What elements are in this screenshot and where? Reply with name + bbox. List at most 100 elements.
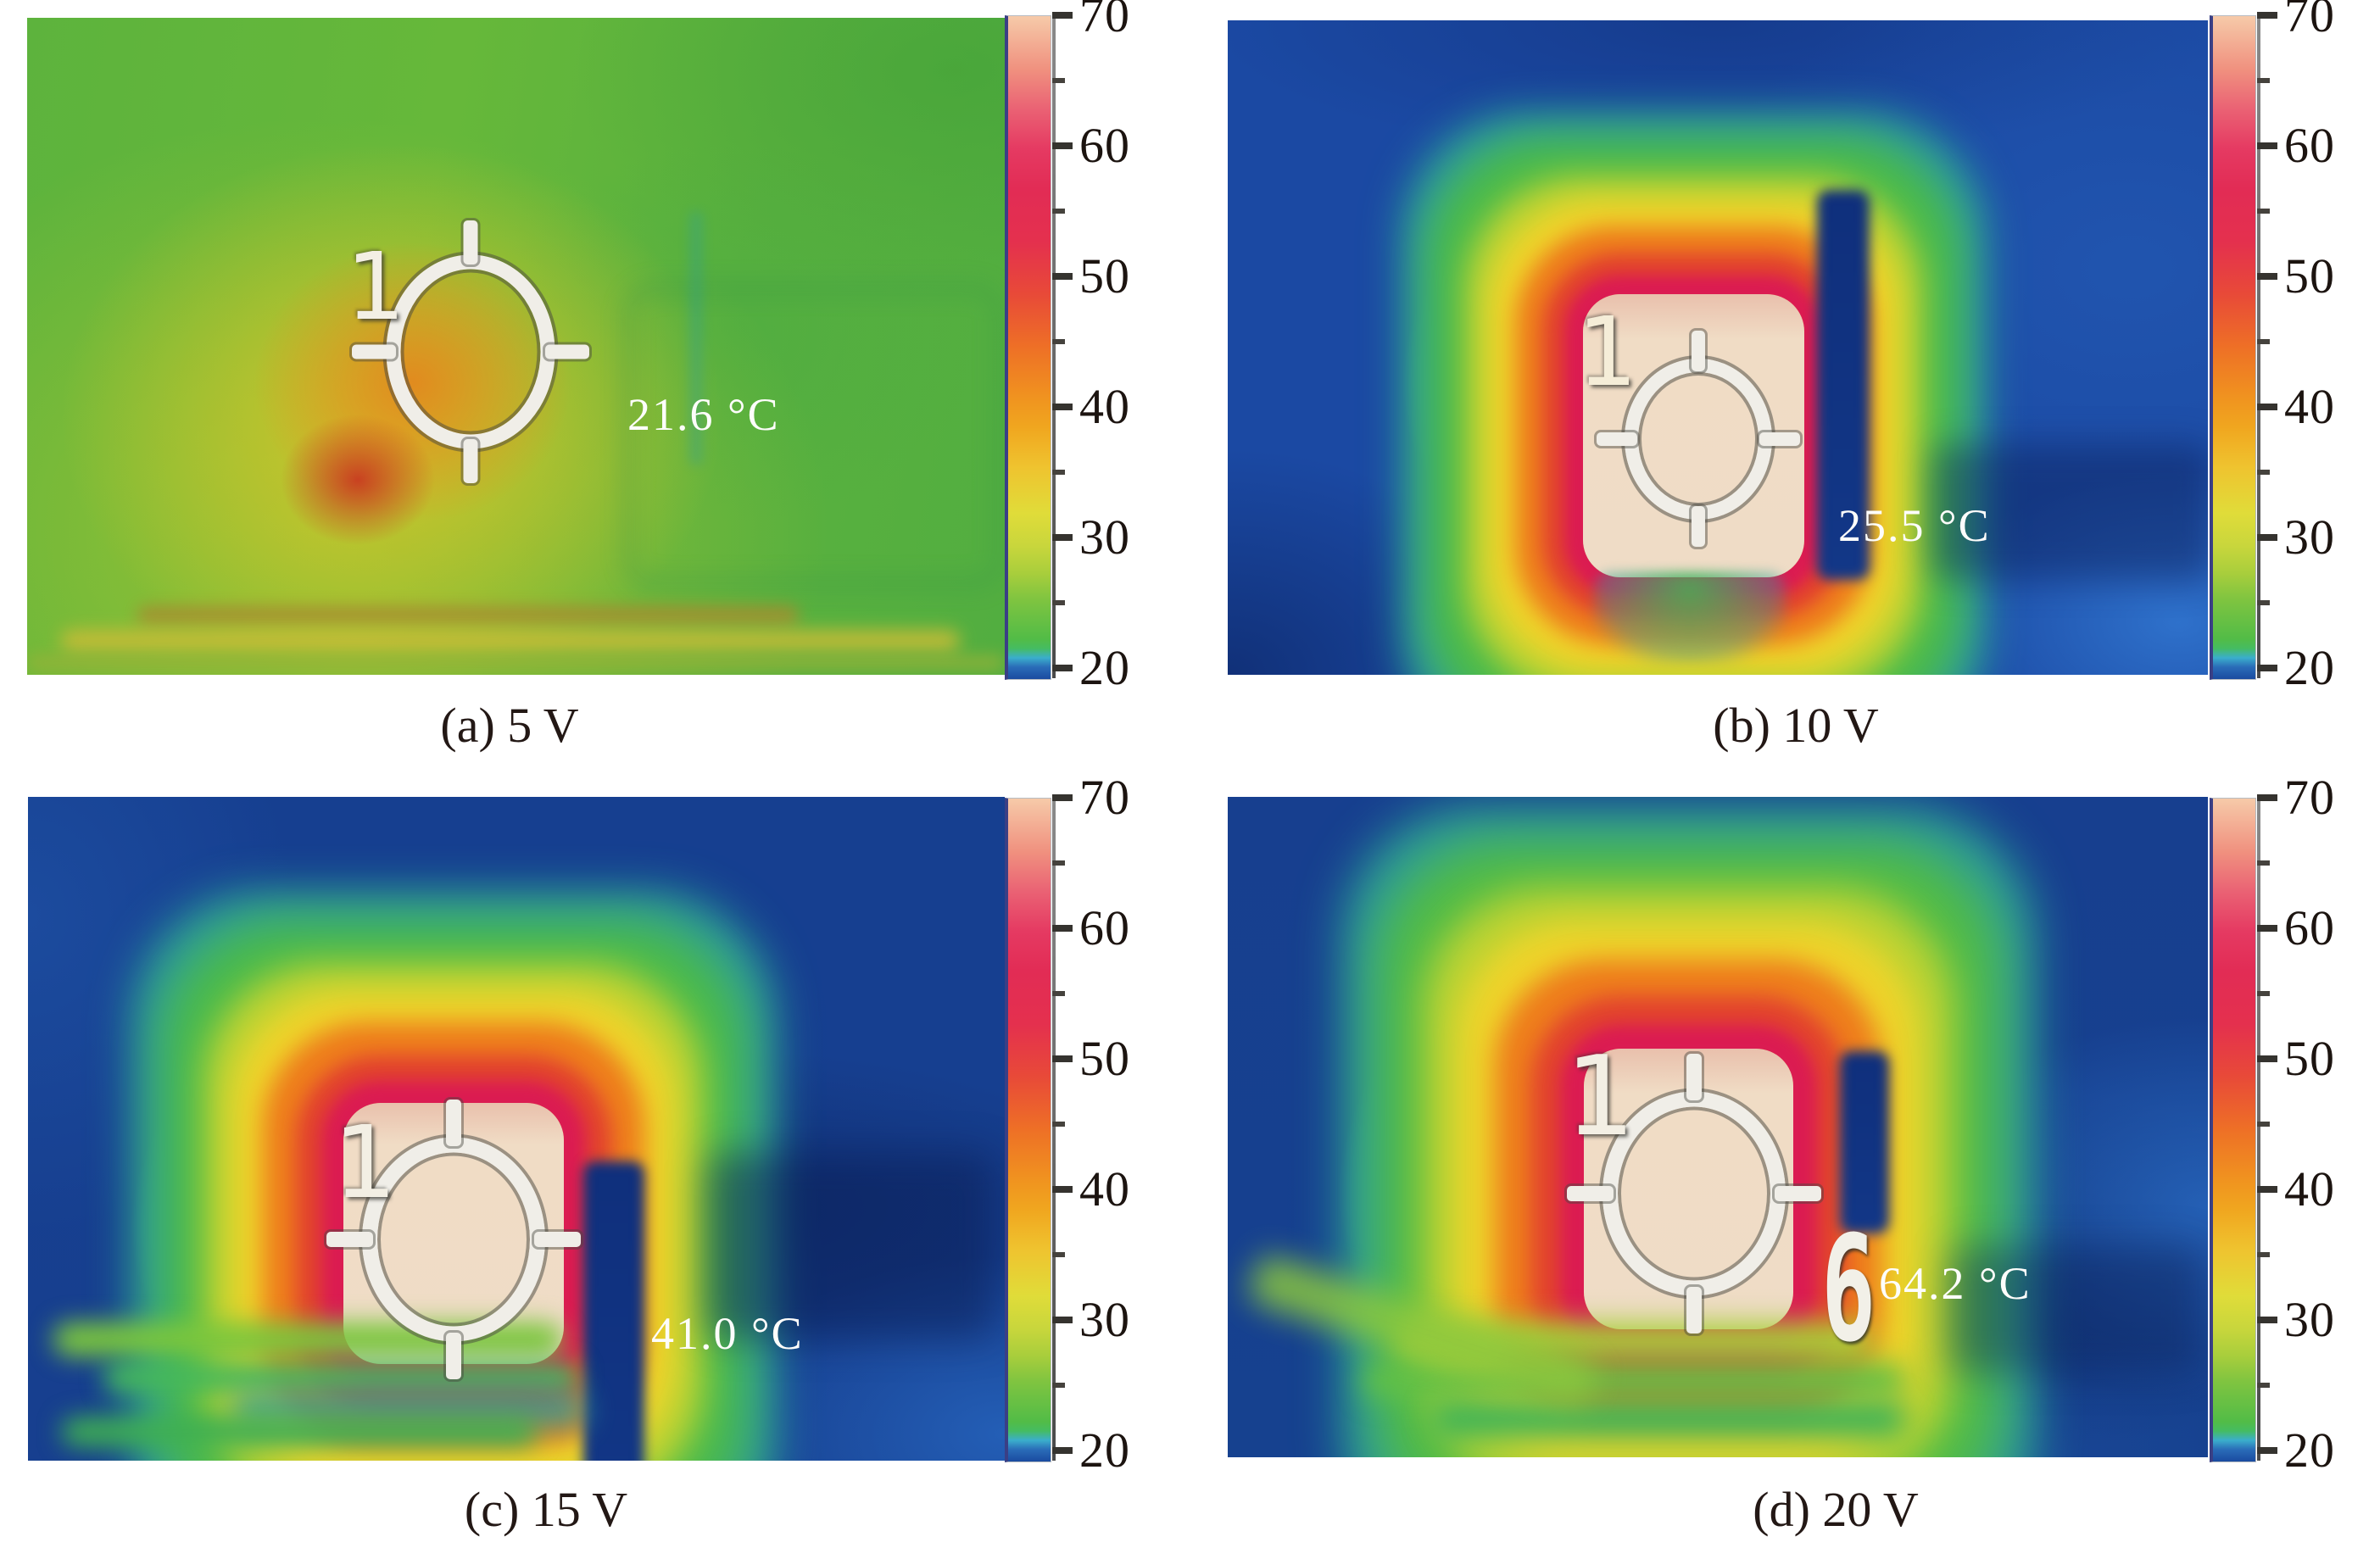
thermal-image-a: 1 21.6 °C <box>27 18 1005 675</box>
warm-floor-streak <box>137 606 799 625</box>
tick-20 <box>1052 665 1073 671</box>
tick-70 <box>2257 12 2277 19</box>
tick-20 <box>2257 665 2277 671</box>
minor-tick <box>2257 209 2270 214</box>
crosshair-arm-icon <box>326 1232 373 1247</box>
spot-marker-number: 1 <box>333 1104 398 1221</box>
colorbar-tick-label: 40 <box>2284 379 2335 434</box>
minor-tick <box>2257 600 2270 605</box>
warm-floor-streak <box>104 1363 579 1392</box>
tick-60 <box>2257 925 2277 932</box>
colorbar-gradient <box>1005 15 1051 680</box>
panel-caption-b: (b) 10 V <box>1713 698 1879 753</box>
minor-tick <box>2257 860 2270 866</box>
tick-20 <box>2257 1447 2277 1454</box>
tick-40 <box>1052 1186 1073 1193</box>
crosshair-arm-icon <box>1597 432 1637 446</box>
minor-tick <box>1052 860 1065 866</box>
colorbar-tick-label: 50 <box>2284 248 2335 303</box>
tick-50 <box>1052 273 1073 280</box>
crosshair-arm-icon <box>545 344 589 359</box>
minor-tick <box>1052 1383 1065 1388</box>
panel-caption-a: (a) 5 V <box>440 698 579 753</box>
crosshair-arm-icon <box>446 1333 461 1379</box>
minor-tick <box>1052 470 1065 475</box>
cold-shadow-strip <box>1840 1051 1889 1233</box>
tick-50 <box>2257 1055 2277 1062</box>
minor-tick <box>2257 991 2270 996</box>
spot-marker-number: 1 <box>346 232 405 341</box>
warm-floor-streak <box>1363 1363 1906 1397</box>
colorbar-axis <box>1052 798 1056 1461</box>
spot-temperature-label: 21.6 °C <box>627 389 780 440</box>
tick-50 <box>2257 273 2277 280</box>
tick-60 <box>1052 142 1073 149</box>
colorbar-tick-label: 40 <box>1079 379 1130 434</box>
cold-shadow-strip <box>583 1161 644 1461</box>
colorbar-tick-label: 20 <box>2284 640 2335 695</box>
crosshair-arm-icon <box>1759 432 1800 446</box>
colorbar-tick-label: 30 <box>1079 509 1130 565</box>
colorbar-b: 70 60 50 40 30 20 <box>2210 0 2362 693</box>
spot-crosshair-marker <box>352 220 589 483</box>
ghost-object-outline <box>621 281 1005 591</box>
warm-edge-streak <box>1541 1043 1562 1339</box>
tick-50 <box>1052 1055 1073 1062</box>
crosshair-arm-icon <box>1692 506 1705 547</box>
warm-edge-streak <box>1540 317 1560 597</box>
tick-30 <box>2257 1317 2277 1323</box>
minor-tick <box>1052 209 1065 214</box>
thermal-image-b: 1 25.5 °C <box>1228 20 2208 675</box>
colorbar-tick-label: 70 <box>2284 0 2335 42</box>
colorbar-tick-label: 50 <box>1079 1031 1130 1086</box>
minor-tick <box>1052 1252 1065 1257</box>
tick-60 <box>2257 142 2277 149</box>
tick-40 <box>1052 404 1073 410</box>
colorbar-tick-label: 20 <box>2284 1423 2335 1478</box>
crosshair-arm-icon <box>1567 1186 1614 1201</box>
colorbar-tick-label: 50 <box>2284 1031 2335 1086</box>
colorbar-tick-label: 20 <box>1079 640 1130 695</box>
panel-caption-d: (d) 20 V <box>1753 1482 1919 1537</box>
spot-marker-number: 1 <box>1577 298 1638 408</box>
crosshair-arm-icon <box>534 1232 581 1247</box>
colorbar-tick-label: 30 <box>2284 509 2335 565</box>
colorbar-tick-label: 40 <box>2284 1161 2335 1217</box>
colorbar-d: 70 60 50 40 30 20 <box>2210 773 2362 1475</box>
colorbar-tick-label: 30 <box>2284 1292 2335 1347</box>
cool-streak <box>690 211 702 465</box>
crosshair-arm-icon <box>463 220 478 264</box>
background-smudge <box>1931 444 2208 580</box>
tick-30 <box>2257 534 2277 541</box>
tick-70 <box>2257 794 2277 801</box>
minor-tick <box>2257 470 2270 475</box>
crosshair-arm-icon <box>1686 1054 1702 1100</box>
spot-temperature-label: 41.0 °C <box>651 1308 804 1359</box>
background-smudge <box>1948 1246 2203 1373</box>
warm-floor-streak <box>61 630 960 652</box>
cold-shadow-strip <box>1817 190 1870 580</box>
colorbar-tick-label: 60 <box>2284 900 2335 955</box>
spot-crosshair-marker <box>326 1100 581 1379</box>
tick-40 <box>2257 1186 2277 1193</box>
colorbar-axis <box>2257 15 2260 678</box>
background-smudge <box>706 1153 995 1339</box>
minor-tick <box>1052 339 1065 344</box>
minor-tick <box>2257 339 2270 344</box>
colorbar-tick-label: 70 <box>1079 770 1130 825</box>
spot-temperature-label: 25.5 °C <box>1838 500 1991 551</box>
tick-30 <box>1052 534 1073 541</box>
colorbar-tick-label: 60 <box>1079 900 1130 955</box>
minor-tick <box>1052 600 1065 605</box>
crosshair-arm-icon <box>446 1100 461 1146</box>
tick-40 <box>2257 404 2277 410</box>
colorbar-tick-label: 20 <box>1079 1423 1130 1478</box>
warm-floor-streak <box>62 1417 537 1446</box>
warm-floor-streak <box>27 655 1005 671</box>
colorbar-tick-label: 40 <box>1079 1161 1130 1217</box>
colorbar-axis <box>2257 798 2260 1461</box>
minor-tick <box>2257 1383 2270 1388</box>
colorbar-gradient <box>2210 15 2256 680</box>
colorbar-tick-label: 70 <box>2284 770 2335 825</box>
